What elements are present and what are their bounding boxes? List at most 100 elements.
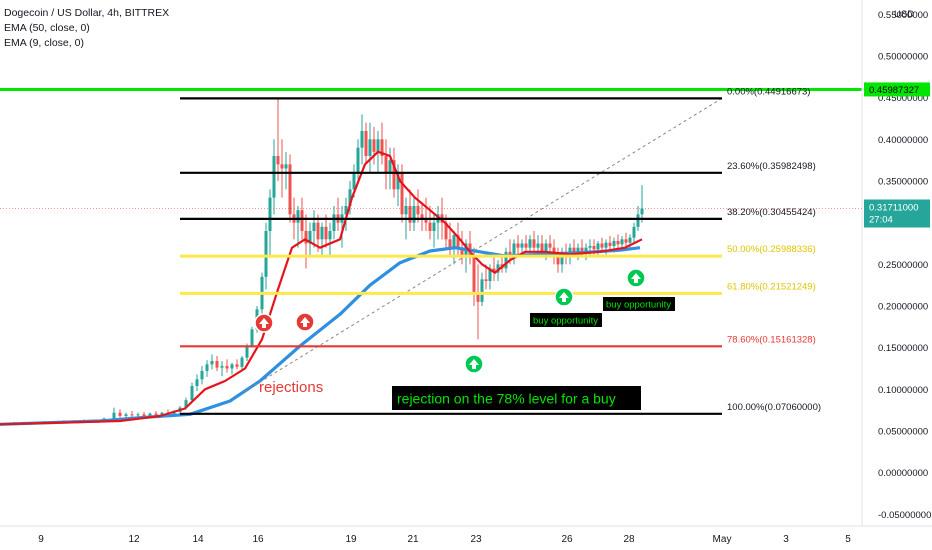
candle-body	[572, 247, 576, 252]
price-tick-label: 0.05000000	[878, 427, 928, 438]
time-tick-label: 16	[252, 534, 264, 545]
fib-level-label: 61.80%(0.21521249)	[727, 281, 816, 292]
candle-body	[508, 251, 512, 256]
candle-body	[235, 364, 239, 367]
candle-body	[408, 206, 412, 223]
candle-body	[616, 241, 620, 245]
time-tick-label: 21	[407, 534, 419, 545]
legend-symbol[interactable]: Dogecoin / US Dollar, 4h, BITTREX	[4, 7, 170, 19]
candle-body	[154, 413, 158, 416]
time-tick-label: 9	[38, 534, 44, 545]
legend-ema50[interactable]: EMA (50, close, 0)	[4, 22, 90, 34]
resistance-price-tag	[864, 82, 930, 97]
candle-body	[520, 243, 524, 248]
fib-level-label: 50.00%(0.25988336)	[727, 244, 816, 255]
candles-layer	[2, 97, 644, 425]
fib-level-label: 78.60%(0.15161328)	[727, 334, 816, 345]
candle-body	[195, 379, 199, 386]
candle-body	[516, 243, 520, 248]
candle-body	[484, 279, 488, 281]
buy-badge-1	[554, 287, 574, 307]
candle-body	[400, 172, 404, 215]
candle-body	[284, 164, 288, 169]
candle-body	[540, 243, 544, 252]
candle-body	[528, 239, 532, 248]
candle-body	[532, 239, 536, 248]
chart-legend: Dogecoin / US Dollar, 4h, BITTREX EMA (5…	[4, 6, 169, 51]
candle-body	[160, 412, 164, 416]
candle-body	[118, 412, 122, 416]
buy-note-text: rejection on the 78% level for a buy	[397, 391, 616, 407]
candle-body	[348, 189, 352, 206]
candle-body	[312, 222, 316, 231]
candle-body	[504, 251, 508, 269]
candle-body	[412, 206, 416, 223]
price-tick-label: 0.00000000	[878, 468, 928, 479]
candle-body	[452, 235, 456, 248]
candle-body	[576, 247, 580, 252]
fib-level-label: 38.20%(0.30455424)	[727, 207, 816, 218]
time-tick-label: 3	[783, 534, 789, 545]
rejections-label: rejections	[259, 379, 323, 396]
candle-body	[488, 268, 492, 281]
candle-body	[492, 268, 496, 273]
candle-body	[320, 226, 324, 240]
buy-opportunity-box-1	[530, 313, 602, 327]
candle-body	[604, 242, 608, 248]
price-tick-label: 0.45000000	[878, 93, 928, 104]
candle-body	[368, 139, 372, 156]
buy-opportunity-label-2: buy opportunity	[606, 300, 671, 311]
candle-body	[230, 364, 234, 369]
candle-body	[636, 214, 640, 227]
candle-body	[560, 251, 564, 265]
candle-body	[316, 222, 320, 240]
candle-body	[372, 139, 376, 152]
candle-body	[225, 366, 229, 369]
candle-body	[268, 197, 272, 231]
candle-body	[250, 329, 254, 346]
candle-body	[588, 246, 592, 248]
current-price-tag	[864, 199, 930, 228]
candle-body	[392, 160, 396, 190]
price-tick-label: 0.50000000	[878, 52, 928, 63]
candle-body	[620, 239, 624, 245]
time-tick-label: May	[713, 534, 732, 545]
candle-body	[580, 247, 584, 252]
candle-body	[496, 264, 500, 273]
buy-opportunity-label-1: buy opportunity	[533, 316, 598, 327]
candle-body	[584, 247, 588, 252]
buy-opportunity-box-2	[603, 297, 675, 311]
candle-body	[376, 139, 380, 152]
candle-body	[420, 214, 424, 219]
candle-body	[300, 210, 304, 231]
candle-body	[205, 364, 209, 371]
rejection-badge-1	[254, 313, 274, 333]
candle-body	[245, 346, 249, 358]
candle-body	[190, 386, 194, 401]
candle-body	[456, 235, 460, 248]
time-tick-label: 26	[561, 534, 573, 545]
candle-body	[142, 414, 146, 416]
fib-levels-layer: 0.00%(0.44916673) 23.60%(0.35982498) 38.20…	[0, 86, 862, 415]
arrow-up-icon	[631, 273, 641, 283]
time-axis[interactable]: 9 12 14 16 19 21 23 26 28 May 3 5	[0, 525, 932, 545]
arrow-up-icon	[300, 317, 310, 327]
candle-body	[210, 361, 214, 365]
candle-body	[404, 206, 408, 215]
fib-level-label: 23.60%(0.35982498)	[727, 161, 816, 172]
candle-body	[384, 156, 388, 173]
fib-level-label: 0.00%(0.44916673)	[727, 86, 810, 97]
candle-body	[136, 414, 140, 416]
price-tick-label: 0.35000000	[878, 177, 928, 188]
candle-body	[148, 413, 152, 416]
price-tick-label: 0.40000000	[878, 135, 928, 146]
candle-body	[356, 147, 360, 173]
legend-ema9[interactable]: EMA (9, close, 0)	[4, 37, 84, 49]
candle-body	[472, 256, 476, 294]
candle-body	[172, 411, 176, 415]
candle-body	[480, 279, 484, 302]
price-tick-label: 0.25000000	[878, 260, 928, 271]
annotations-layer: rejections rejection on the 78% level for…	[254, 268, 675, 410]
